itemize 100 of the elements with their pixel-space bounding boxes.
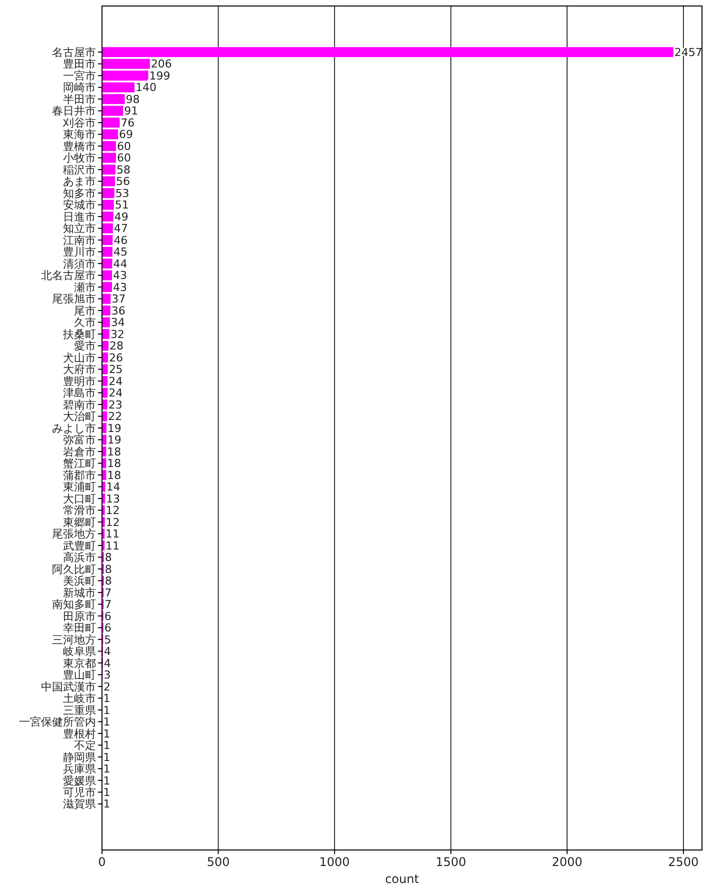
y-tick-label: 犬山市	[63, 351, 96, 364]
data-label: 26	[109, 351, 124, 364]
y-tick-label: 滋賀県	[63, 798, 96, 811]
data-label: 3	[104, 668, 111, 682]
data-label: 1	[103, 750, 110, 764]
y-tick-label: 常滑市	[63, 504, 96, 518]
y-tick-label: 名古屋市	[52, 46, 96, 59]
y-tick-label: 高浜市	[63, 551, 96, 564]
x-tick-label: 2000	[552, 855, 582, 869]
data-label: 45	[113, 246, 128, 259]
data-label: 4	[104, 645, 111, 658]
data-label: 8	[104, 574, 112, 588]
y-tick-label: 豊山町	[63, 668, 96, 682]
y-tick-label: 大口町	[63, 492, 96, 506]
y-tick-label: 新城市	[63, 586, 96, 600]
y-tick-label: 刈谷市	[62, 116, 96, 130]
y-tick-label: 中国武漢市	[41, 680, 96, 694]
data-label: 140	[136, 81, 157, 94]
y-tick-label: 東海市	[63, 128, 96, 142]
y-tick-label: 日進市	[63, 210, 96, 224]
data-label: 51	[114, 198, 129, 212]
y-tick-label: 一宮保健所管内	[19, 716, 96, 729]
data-label: 199	[149, 69, 170, 82]
y-tick-label: 可児市	[63, 786, 96, 799]
y-tick-label: 東京都	[63, 656, 96, 670]
data-label: 34	[110, 316, 125, 330]
data-label: 19	[107, 422, 122, 435]
y-tick-label: 蒲郡市	[63, 468, 96, 482]
data-label: 58	[116, 163, 130, 176]
data-label: 11	[106, 539, 120, 552]
y-tick-label: 南知多町	[52, 598, 96, 612]
data-label: 98	[126, 92, 140, 106]
data-label: 1	[103, 704, 110, 717]
y-tick-label: 安城市	[63, 198, 96, 212]
data-label: 60	[116, 152, 131, 165]
data-label: 7	[104, 598, 112, 612]
y-tick-label: 不定	[74, 739, 96, 752]
data-label: 32	[110, 328, 124, 341]
y-tick-label: 知多市	[63, 186, 96, 200]
y-tick-label: 東郷町	[63, 516, 96, 529]
y-tick-label: 尾市	[74, 304, 96, 318]
x-axis-title: count	[385, 872, 420, 886]
data-label: 6	[104, 610, 112, 623]
y-tick-label: 豊根村	[63, 727, 96, 740]
data-label: 37	[112, 292, 126, 306]
y-tick-label: 蟹江町	[63, 457, 96, 470]
y-tick-label: 武豊町	[63, 539, 96, 552]
y-tick-label: 江南市	[63, 234, 96, 247]
x-tick-label: 2500	[668, 855, 699, 869]
y-tick-label: 岩倉市	[63, 445, 96, 458]
data-label: 22	[108, 410, 122, 424]
data-label: 43	[113, 269, 127, 282]
y-tick-label: 岐阜県	[63, 645, 96, 658]
data-label: 36	[111, 304, 126, 318]
y-tick-label: 久市	[74, 316, 96, 330]
data-label: 206	[150, 58, 172, 71]
data-label: 1	[103, 692, 110, 706]
data-label: 13	[106, 492, 120, 506]
data-label: 12	[106, 516, 120, 529]
x-tick-label: 1500	[436, 855, 466, 869]
y-tick-label: 美浜町	[63, 574, 96, 588]
data-label: 18	[107, 457, 122, 470]
x-tick-label: 0	[98, 855, 106, 869]
data-label: 91	[124, 104, 138, 118]
y-tick-label: 知立市	[63, 222, 96, 236]
y-tick-label: 尾張地方	[52, 528, 96, 541]
data-label: 11	[106, 528, 120, 541]
data-label: 1	[103, 716, 110, 729]
data-label: 46	[114, 234, 128, 247]
data-label: 1	[103, 786, 110, 799]
y-tick-label: 阿久比町	[52, 562, 96, 576]
data-label: 60	[116, 140, 131, 153]
y-tick-label: 大治町	[63, 410, 96, 424]
data-label: 1	[103, 739, 110, 752]
data-label: 14	[106, 480, 120, 494]
x-tick-label: 500	[206, 855, 230, 869]
y-tick-label: 北名古屋市	[41, 269, 96, 282]
data-label: 4	[104, 656, 111, 670]
data-label: 24	[108, 386, 123, 400]
y-tick-label: 半田市	[63, 92, 96, 106]
data-label: 69	[119, 128, 134, 142]
data-label: 12	[106, 504, 120, 518]
data-label: 28	[110, 340, 124, 353]
y-tick-label: 豊橋市	[63, 140, 96, 153]
data-label: 24	[108, 374, 123, 388]
y-tick-label: 清須市	[63, 257, 96, 270]
data-label: 49	[114, 210, 128, 224]
y-tick-label: 田原市	[63, 610, 96, 623]
y-tick-label: 尾張旭市	[52, 292, 96, 306]
data-label: 53	[115, 186, 130, 200]
y-tick-label: 岡崎市	[63, 81, 96, 94]
y-tick-label: 東浦町	[63, 480, 96, 494]
data-label: 6	[104, 622, 112, 635]
y-tick-label: 静岡県	[63, 750, 96, 764]
y-tick-label: 兵庫県	[63, 762, 96, 776]
y-tick-label: 碧南市	[63, 398, 96, 412]
data-label: 43	[113, 280, 127, 294]
y-tick-label: あま市	[63, 175, 96, 188]
data-label: 23	[108, 398, 122, 412]
y-tick-label: 扶桑町	[62, 328, 96, 341]
